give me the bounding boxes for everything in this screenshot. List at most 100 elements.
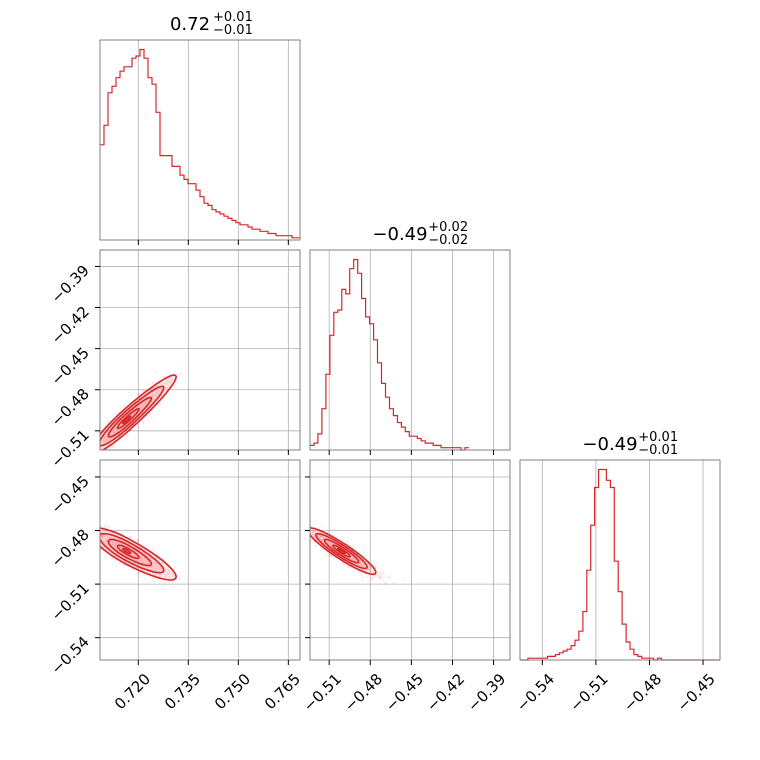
sample-point [97,541,99,543]
sample-point [313,522,316,525]
sample-point [359,562,362,565]
sample-point [155,392,158,395]
sample-point [158,565,161,568]
title-plus-error: +0.02 [428,220,468,235]
sample-point [359,563,362,566]
sample-point [163,572,166,575]
sample-point [97,440,99,442]
x-tick-label: 0.720 [111,670,154,713]
y-tick-label: −0.54 [48,633,93,678]
y-tick-label: −0.45 [48,344,93,389]
sample-point [129,536,132,539]
sample-point [96,550,98,552]
sample-point [109,438,112,440]
sample-point [361,572,364,575]
sample-point [384,583,386,586]
x-tick-label: −0.39 [464,670,509,715]
sample-point [369,566,372,569]
sample-point [319,535,322,538]
sample-point [110,437,113,440]
sample-point [90,533,92,535]
sample-point [154,393,157,396]
sample-point [108,438,111,441]
sample-point [358,562,361,565]
sample-point [153,547,156,550]
sample-point [96,440,98,442]
sample-point [101,433,104,436]
sample-point [385,581,387,584]
sample-point [367,557,370,560]
sample-point [380,576,383,579]
sample-point [161,563,164,566]
sample-point [91,541,93,543]
sample-point [93,525,95,527]
sample-point [359,564,362,567]
sample-point [167,573,170,576]
sample-point [52,480,54,482]
sample-point [371,577,374,580]
sample-point [100,535,103,538]
sample-point [143,553,146,556]
sample-point [92,524,94,526]
sample-point [105,435,108,438]
sample-point [95,533,97,535]
sample-point [87,459,89,461]
sample-point [142,422,145,425]
sample-point [106,432,109,435]
sample-point [93,534,95,536]
sample-point [142,388,145,391]
sample-point [359,564,361,567]
sample-point [369,570,371,573]
x-tick-label: 0.750 [211,670,254,713]
sample-point [102,438,105,440]
x-tick-label: −0.51 [300,670,345,715]
panel-border [99,39,301,241]
sample-point [100,531,103,534]
sample-point [108,536,110,539]
sample-point [156,563,159,566]
panel-background [100,40,300,240]
sample-point [368,565,371,568]
sample-point [140,575,143,578]
sample-point [382,575,385,578]
sample-point [107,439,110,442]
sample-point [103,440,106,443]
sample-point [95,445,97,447]
sample-point [313,534,316,537]
sample-point [152,565,155,568]
sample-point [97,446,99,448]
sample-point [341,561,344,564]
sample-point [321,539,323,541]
sample-point [155,385,157,388]
sample-point [155,563,158,566]
sample-point [141,391,144,393]
sample-point [306,526,308,528]
sample-point [155,385,158,387]
sample-point [92,452,94,454]
x-tick-label: −0.45 [674,670,719,715]
sample-point [84,520,86,522]
sample-point [89,531,91,533]
sample-point [86,450,88,452]
sample-point [314,531,317,534]
sample-point [306,526,308,528]
sample-point [170,379,173,382]
sample-point [97,458,99,460]
sample-point [151,566,154,569]
sample-point [145,543,148,546]
panel-border [309,249,511,451]
sample-point [301,529,303,531]
sample-point [105,538,108,541]
sample-point [82,453,84,455]
sample-point [96,539,98,541]
sample-point [85,525,87,527]
sample-point [320,536,323,539]
sample-point [310,539,313,542]
sample-point [102,545,105,548]
sample-point [101,538,104,541]
sample-point [104,556,107,559]
sample-point [136,538,139,541]
sample-point [95,434,97,436]
panel-border [99,459,301,661]
histogram-title: −0.49 [372,224,427,245]
